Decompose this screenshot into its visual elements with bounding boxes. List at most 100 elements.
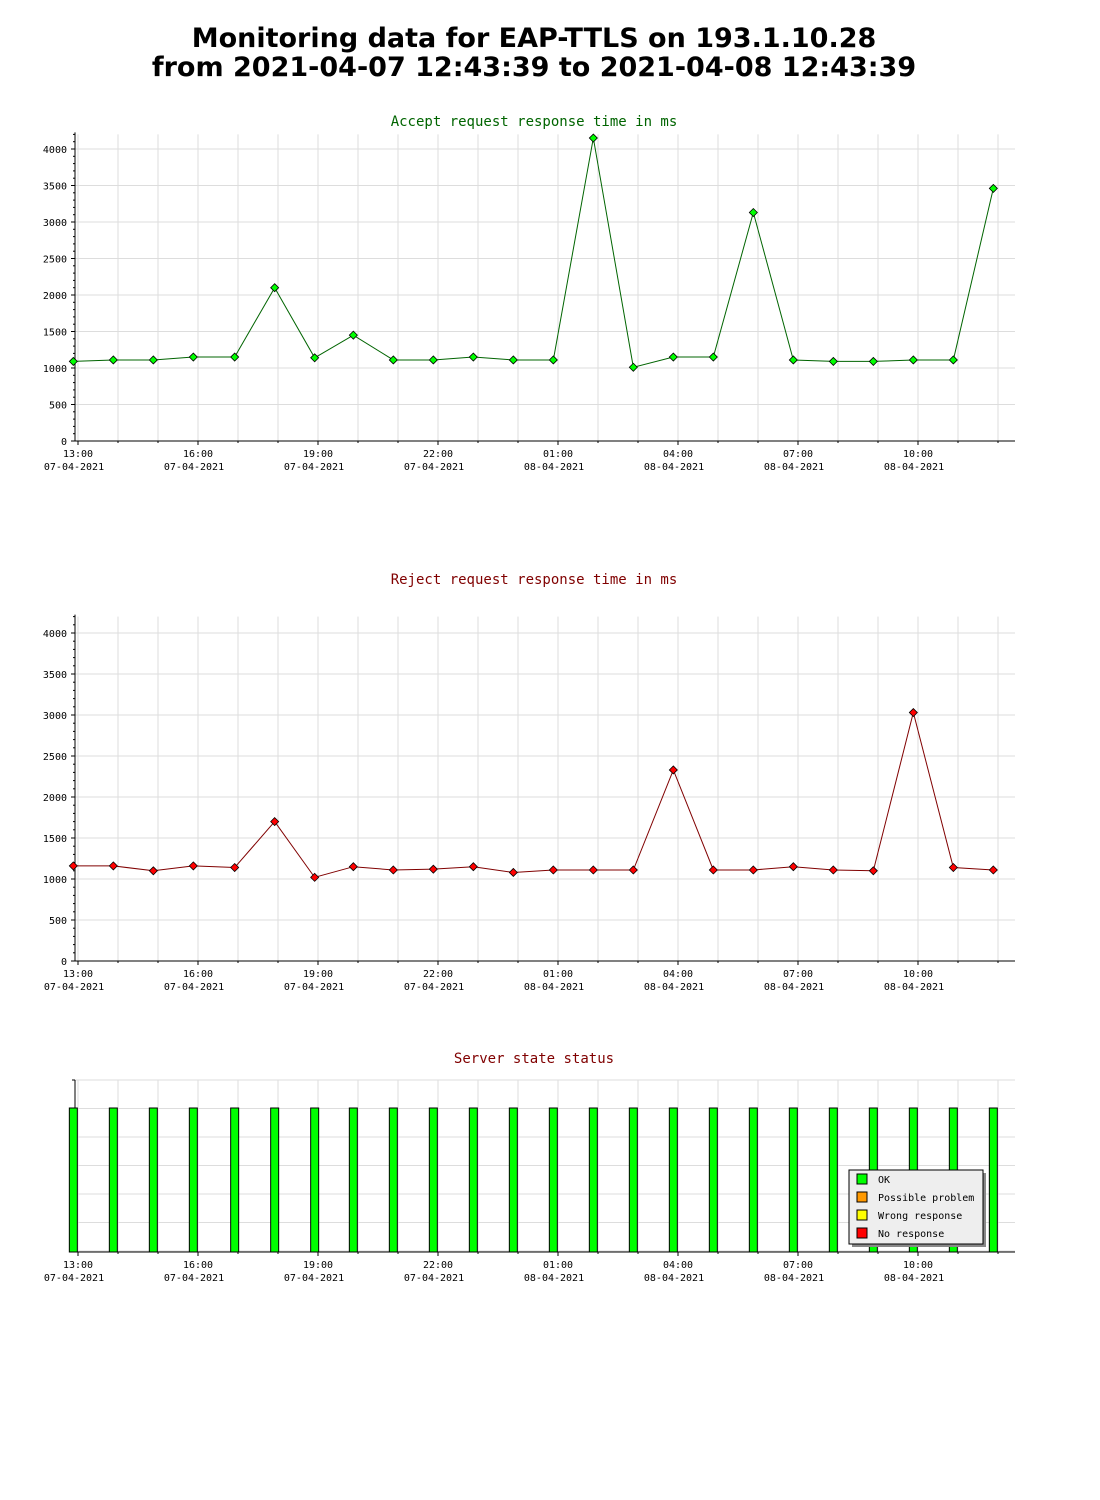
- page-title-line2: from 2021-04-07 12:43:39 to 2021-04-08 1…: [151, 52, 917, 83]
- state-x-tick-time: 13:00: [63, 1260, 93, 1271]
- state-bar: [188, 1107, 198, 1253]
- page-title: Monitoring data for EAP-TTLS on 193.1.10…: [0, 24, 1068, 82]
- accept-data-point: [588, 133, 598, 143]
- accept-y-tick-label: 2500: [43, 255, 67, 266]
- reject-x-tick-date: 07-04-2021: [44, 982, 104, 993]
- reject-data-point: [868, 866, 878, 876]
- reject-data-point: [788, 862, 798, 872]
- reject-x-tick-time: 04:00: [663, 969, 693, 980]
- reject-data-point: [270, 817, 280, 827]
- state-bar: [748, 1107, 758, 1253]
- reject-x-tick-date: 07-04-2021: [284, 982, 344, 993]
- legend-swatch: [856, 1191, 868, 1203]
- reject-x-tick-date: 08-04-2021: [524, 982, 584, 993]
- accept-x-tick-date: 07-04-2021: [164, 462, 224, 473]
- reject-x-tick-date: 08-04-2021: [884, 982, 944, 993]
- state-x-tick-time: 16:00: [183, 1260, 213, 1271]
- reject-data-point: [948, 862, 958, 873]
- state-x-tick-date: 08-04-2021: [524, 1273, 584, 1284]
- reject-data-point: [988, 865, 998, 875]
- accept-y-tick-label: 3000: [43, 218, 67, 229]
- accept-x-axis: 13:00 07-04-2021 16:00 07-04-2021 19:00 07-04…: [44, 441, 999, 473]
- reject-y-tick-label: 1500: [43, 834, 67, 845]
- legend-label: Possible problem: [878, 1193, 974, 1204]
- accept-x-tick-date: 08-04-2021: [764, 462, 824, 473]
- reject-x-tick-time: 01:00: [543, 969, 573, 980]
- state-bar: [348, 1107, 358, 1253]
- state-bar: [428, 1107, 438, 1253]
- legend-swatch: [856, 1209, 868, 1221]
- reject-y-tick-label: 4000: [43, 629, 67, 640]
- accept-x-tick-time: 19:00: [303, 449, 333, 460]
- accept-x-tick-date: 07-04-2021: [404, 462, 464, 473]
- reject-data-point: [230, 862, 240, 873]
- accept-series-line: [73, 137, 994, 368]
- state-bar: [388, 1107, 398, 1253]
- reject-data-point: [188, 861, 198, 871]
- reject-x-tick-date: 08-04-2021: [764, 982, 824, 993]
- accept-x-tick-time: 07:00: [783, 449, 813, 460]
- reject-y-tick-label: 3500: [43, 670, 67, 681]
- state-x-tick-time: 19:00: [303, 1260, 333, 1271]
- state-bar: [588, 1107, 598, 1253]
- accept-data-point: [548, 355, 558, 365]
- accept-data-point: [68, 356, 78, 366]
- legend-label: No response: [878, 1229, 944, 1240]
- reject-data-point: [588, 865, 598, 875]
- state-bar: [468, 1107, 478, 1253]
- state-x-tick-time: 07:00: [783, 1260, 813, 1271]
- reject-data-point: [148, 866, 158, 876]
- accept-data-point: [948, 355, 958, 365]
- reject-y-tick-label: 2000: [43, 793, 67, 804]
- accept-data-point: [748, 207, 758, 218]
- reject-data-point: [348, 862, 358, 872]
- legend-label: Wrong response: [878, 1211, 962, 1222]
- state-x-tick-date: 08-04-2021: [764, 1273, 824, 1284]
- reject-data-point: [468, 862, 478, 872]
- reject-y-axis: 0 500 1000 1500 2000 2500 3000 3500 4000: [43, 616, 75, 968]
- reject-data-point: [548, 865, 558, 875]
- reject-data-point: [428, 864, 438, 874]
- reject-x-tick-date: 07-04-2021: [404, 982, 464, 993]
- state-bar: [828, 1107, 838, 1253]
- reject-data-point: [508, 867, 518, 878]
- accept-y-tick-label: 3500: [43, 182, 67, 193]
- state-bar: [788, 1107, 798, 1253]
- legend-box: [848, 1169, 984, 1245]
- reject-response-chart: Reject request response time in ms 0 500 1…: [43, 572, 1015, 993]
- accept-data-point: [310, 353, 320, 363]
- reject-series: [68, 707, 998, 882]
- state-x-tick-date: 08-04-2021: [644, 1273, 704, 1284]
- reject-x-tick-time: 16:00: [183, 969, 213, 980]
- reject-y-tick-label: 1000: [43, 875, 67, 886]
- state-x-tick-time: 04:00: [663, 1260, 693, 1271]
- accept-y-tick-label: 0: [61, 437, 67, 448]
- state-bar: [708, 1107, 718, 1253]
- reject-x-tick-time: 19:00: [303, 969, 333, 980]
- reject-data-point: [708, 865, 718, 875]
- reject-y-tick-label: 0: [61, 957, 67, 968]
- accept-data-point: [230, 352, 240, 362]
- accept-data-point: [388, 355, 398, 365]
- accept-data-point: [428, 355, 438, 365]
- state-x-tick-date: 07-04-2021: [44, 1273, 104, 1284]
- accept-y-tick-label: 4000: [43, 145, 67, 156]
- accept-data-point: [108, 355, 118, 365]
- accept-x-tick-date: 08-04-2021: [524, 462, 584, 473]
- accept-data-point: [668, 352, 678, 362]
- reject-data-point: [748, 865, 758, 875]
- accept-data-point: [788, 355, 798, 365]
- reject-data-point: [108, 861, 118, 871]
- accept-x-tick-time: 10:00: [903, 449, 933, 460]
- reject-grid: [75, 616, 1015, 961]
- reject-data-point: [668, 765, 678, 775]
- accept-data-point: [868, 356, 878, 366]
- accept-x-tick-time: 13:00: [63, 449, 93, 460]
- state-x-tick-date: 07-04-2021: [164, 1273, 224, 1284]
- state-bar: [628, 1107, 638, 1253]
- state-bar: [108, 1107, 118, 1253]
- accept-data-point: [508, 355, 518, 365]
- accept-x-tick-time: 22:00: [423, 449, 453, 460]
- legend-swatch: [856, 1227, 868, 1239]
- accept-data-point: [348, 330, 358, 340]
